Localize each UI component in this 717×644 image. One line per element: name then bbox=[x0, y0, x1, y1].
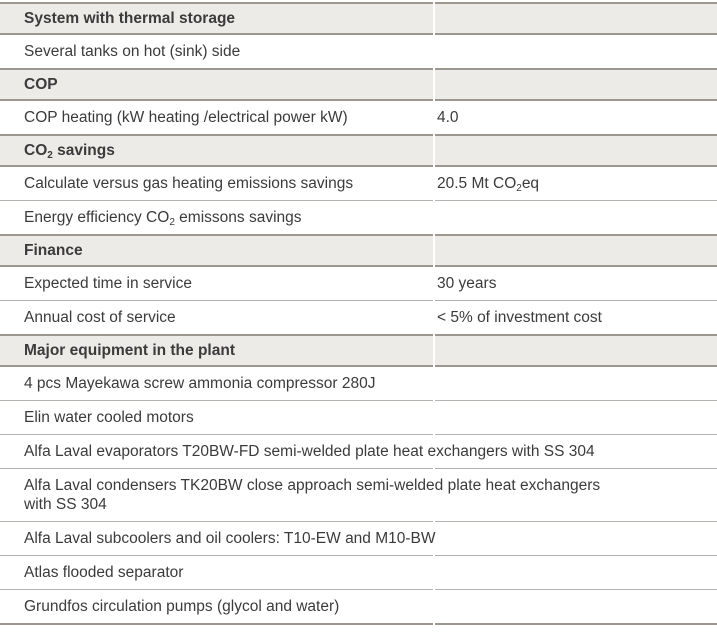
row-value-cell bbox=[435, 434, 717, 468]
row-value-cell bbox=[435, 468, 717, 521]
row-value-cell bbox=[435, 35, 717, 68]
table-row: Grundfos circulation pumps (glycol and w… bbox=[0, 589, 717, 625]
row-label-cell: Alfa Laval condensers TK20BW close appro… bbox=[0, 468, 600, 521]
section-header-row: Major equipment in the plant bbox=[0, 334, 717, 367]
table-row: Several tanks on hot (sink) side bbox=[0, 35, 717, 68]
table-row: Expected time in service 30 years bbox=[0, 267, 717, 300]
row-value-cell bbox=[435, 521, 717, 555]
table-row: COP heating (kW heating /electrical powe… bbox=[0, 101, 717, 134]
text-segment: 20.5 Mt CO bbox=[437, 175, 517, 192]
row-value-cell: < 5% of investment cost bbox=[435, 300, 717, 334]
text-segment: Several tanks on hot (sink) side bbox=[24, 43, 241, 60]
text-segment: System with thermal storage bbox=[24, 10, 236, 27]
row-label-cell: Calculate versus gas heating emissions s… bbox=[0, 167, 433, 200]
text-segment: with SS 304 bbox=[24, 496, 107, 513]
section-header-row: System with thermal storage bbox=[0, 2, 717, 35]
text-segment: eq bbox=[521, 175, 540, 192]
text-segment: Expected time in service bbox=[24, 275, 192, 292]
row-value-cell bbox=[435, 555, 717, 589]
text-segment: Calculate versus gas heating emissions s… bbox=[24, 175, 354, 192]
row-label-cell: Energy efficiency CO2 emissons savings bbox=[0, 200, 433, 234]
text-segment: Annual cost of service bbox=[24, 309, 176, 326]
text-segment: 30 years bbox=[437, 275, 497, 292]
text-segment: COP heating (kW heating /electrical powe… bbox=[24, 109, 348, 126]
text-segment: Grundfos circulation pumps (glycol and w… bbox=[24, 598, 340, 615]
table-row: Calculate versus gas heating emissions s… bbox=[0, 167, 717, 200]
section-header-row: COP bbox=[0, 68, 717, 101]
text-segment: savings bbox=[52, 142, 115, 159]
text-segment: emissons savings bbox=[174, 209, 302, 226]
full-width-text: Grundfos circulation pumps (glycol and w… bbox=[24, 597, 700, 616]
row-value-cell bbox=[435, 200, 717, 234]
full-width-text: Alfa Laval evaporators T20BW-FD semi-wel… bbox=[24, 442, 700, 461]
row-value-cell bbox=[435, 134, 717, 167]
subscript-text: 2 bbox=[169, 217, 175, 228]
text-segment: < 5% of investment cost bbox=[437, 309, 602, 326]
text-segment: CO bbox=[24, 142, 48, 159]
row-value-cell bbox=[435, 68, 717, 101]
row-label-cell: COP heating (kW heating /electrical powe… bbox=[0, 101, 433, 134]
text-segment: Alfa Laval condensers TK20BW close appro… bbox=[24, 477, 601, 494]
text-segment: Alfa Laval evaporators T20BW-FD semi-wel… bbox=[24, 443, 595, 460]
subscript-text: 2 bbox=[47, 150, 53, 161]
row-label-cell: Annual cost of service bbox=[0, 300, 433, 334]
section-header-row: Finance bbox=[0, 234, 717, 267]
spec-table-body: System with thermal storage Several tanks… bbox=[0, 2, 717, 625]
row-value-cell bbox=[435, 589, 717, 625]
text-segment: Energy efficiency CO bbox=[24, 209, 170, 226]
table-row: Annual cost of service < 5% of investment… bbox=[0, 300, 717, 334]
section-title-cell: Finance bbox=[0, 234, 433, 267]
full-width-text: Alfa Laval condensers TK20BW close appro… bbox=[24, 476, 700, 514]
row-label-cell: Several tanks on hot (sink) side bbox=[0, 35, 433, 68]
table-row: Alfa Laval subcoolers and oil coolers: T… bbox=[0, 521, 717, 555]
text-segment: Atlas flooded separator bbox=[24, 564, 184, 581]
text-segment: Major equipment in the plant bbox=[24, 342, 235, 359]
text-segment: 4.0 bbox=[437, 109, 459, 126]
row-label-cell: Atlas flooded separator bbox=[0, 555, 433, 589]
table-row: Atlas flooded separator bbox=[0, 555, 717, 589]
row-value-cell bbox=[435, 400, 717, 434]
text-segment: 4 pcs Mayekawa screw ammonia compressor … bbox=[24, 375, 376, 392]
row-label-cell: Grundfos circulation pumps (glycol and w… bbox=[0, 589, 433, 625]
row-label-cell: 4 pcs Mayekawa screw ammonia compressor … bbox=[0, 367, 433, 400]
section-header-row: CO2 savings bbox=[0, 134, 717, 167]
row-value-cell: 4.0 bbox=[435, 101, 717, 134]
row-label-cell: Alfa Laval evaporators T20BW-FD semi-wel… bbox=[0, 434, 595, 468]
section-title-cell: Major equipment in the plant bbox=[0, 334, 433, 367]
section-title-cell: System with thermal storage bbox=[0, 2, 433, 35]
subscript-text: 2 bbox=[516, 183, 522, 194]
row-label-cell: Elin water cooled motors bbox=[0, 400, 433, 434]
row-value-cell: 20.5 Mt CO2eq bbox=[435, 167, 717, 200]
text-segment: Finance bbox=[24, 242, 83, 259]
row-value-cell bbox=[435, 234, 717, 267]
text-segment: Elin water cooled motors bbox=[24, 409, 194, 426]
row-value-cell bbox=[435, 334, 717, 367]
table-row: Elin water cooled motors bbox=[0, 400, 717, 434]
full-width-text: 4 pcs Mayekawa screw ammonia compressor … bbox=[24, 374, 700, 393]
row-label-cell: Alfa Laval subcoolers and oil coolers: T… bbox=[0, 521, 436, 555]
section-title-cell: CO2 savings bbox=[0, 134, 433, 167]
table-row: Energy efficiency CO2 emissons savings bbox=[0, 200, 717, 234]
table-row: Alfa Laval evaporators T20BW-FD semi-wel… bbox=[0, 434, 717, 468]
table-row: Alfa Laval condensers TK20BW close appro… bbox=[0, 468, 717, 521]
row-value-cell bbox=[435, 367, 717, 400]
row-value-cell bbox=[435, 2, 717, 35]
row-value-cell: 30 years bbox=[435, 267, 717, 300]
text-segment: COP bbox=[24, 76, 58, 93]
spec-table: System with thermal storage Several tanks… bbox=[0, 2, 717, 625]
full-width-text: Alfa Laval subcoolers and oil coolers: T… bbox=[24, 529, 700, 548]
full-width-text: Elin water cooled motors bbox=[24, 408, 700, 427]
table-row: 4 pcs Mayekawa screw ammonia compressor … bbox=[0, 367, 717, 400]
section-title-cell: COP bbox=[0, 68, 433, 101]
full-width-text: Atlas flooded separator bbox=[24, 563, 700, 582]
row-label-cell: Expected time in service bbox=[0, 267, 433, 300]
text-segment: Alfa Laval subcoolers and oil coolers: T… bbox=[24, 530, 436, 547]
